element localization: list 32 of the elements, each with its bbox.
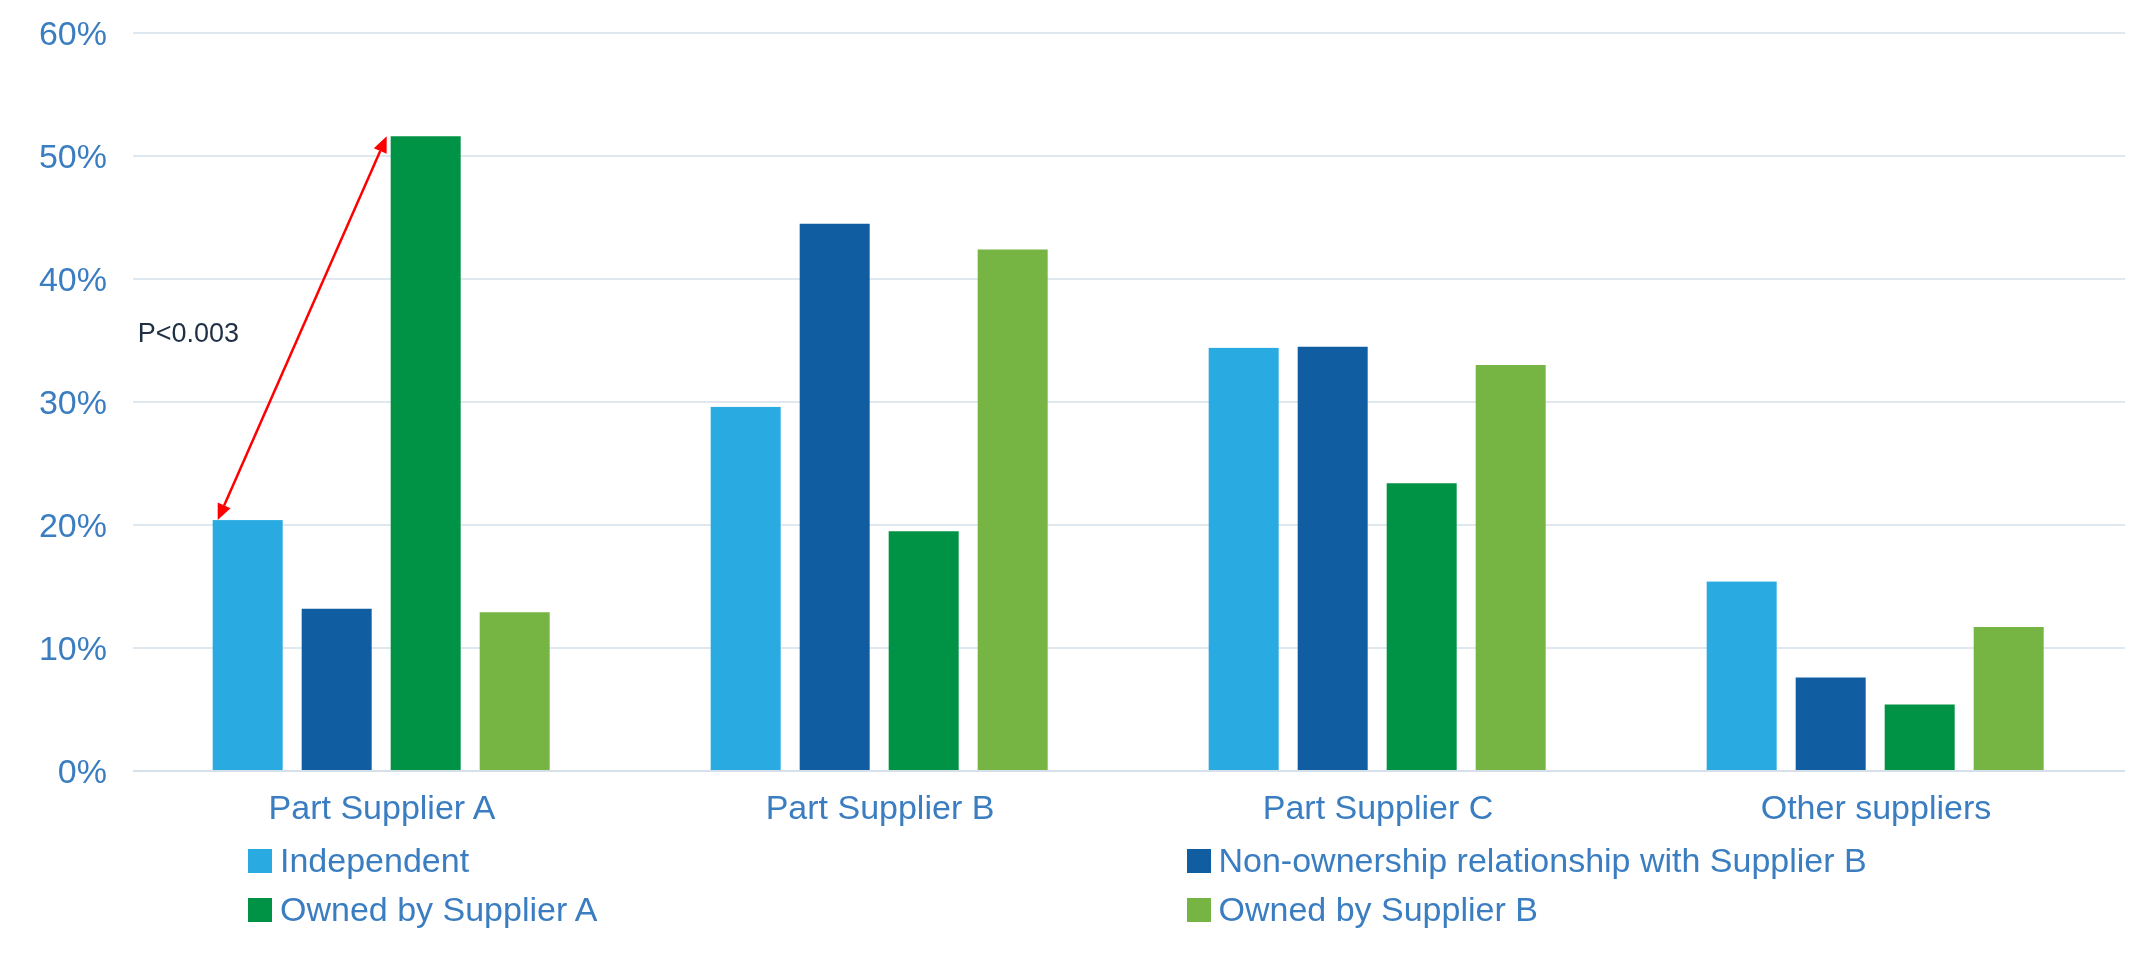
x-tick-label: Other suppliers [1760, 788, 1992, 827]
y-tick-label: 30% [38, 383, 107, 422]
y-tick-label: 40% [38, 260, 107, 299]
legend-label: Non-ownership relationship with Supplier B [1218, 841, 1867, 880]
annotation: P<0.003 [137, 318, 240, 349]
legend-label: Owned by Supplier B [1218, 890, 1538, 929]
bar [390, 136, 461, 771]
bar [1475, 365, 1546, 771]
y-tick-label: 0% [57, 752, 107, 791]
x-tick-label: Part Supplier A [268, 788, 496, 827]
bar [710, 406, 781, 771]
bar [1795, 677, 1866, 771]
bar [1297, 346, 1368, 771]
bar [1884, 704, 1955, 771]
y-tick-label: 10% [38, 629, 107, 668]
legend-label: Independent [280, 841, 470, 880]
bar [1386, 483, 1457, 771]
y-tick-label: 60% [38, 14, 107, 53]
legend-label: Owned by Supplier A [280, 890, 598, 929]
y-tick-label: 20% [38, 506, 107, 545]
bar [799, 223, 870, 771]
bar [977, 249, 1048, 771]
bar [1208, 347, 1279, 771]
x-tick-label: Part Supplier B [765, 788, 995, 827]
x-tick-label: Part Supplier C [1262, 788, 1494, 827]
bar [301, 608, 372, 771]
bar [888, 531, 959, 771]
bar [1706, 581, 1777, 771]
bar [479, 612, 550, 771]
bar [1973, 627, 2044, 771]
bar [212, 520, 283, 771]
y-tick-label: 50% [38, 137, 107, 176]
